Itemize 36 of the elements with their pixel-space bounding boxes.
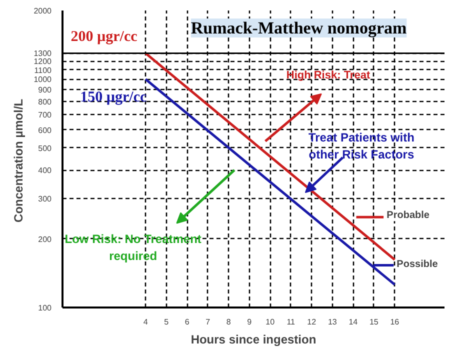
- legend-label: Probable: [386, 210, 430, 222]
- annotation: 200 µgr/cc: [70, 29, 138, 46]
- legend-label: Possible: [396, 259, 438, 270]
- y-tick-label: 200: [38, 234, 52, 244]
- x-tick-label: 4: [143, 318, 148, 326]
- x-axis-title: Hours since ingestion: [190, 332, 316, 346]
- y-tick-label: 1300: [34, 49, 52, 58]
- y-tick-label: 900: [38, 86, 52, 95]
- annotation: Treat Patients with other Risk Factors: [308, 130, 414, 162]
- x-tick-label: 14: [348, 318, 358, 326]
- x-tick-label: 13: [328, 318, 338, 326]
- y-tick-label: 300: [38, 194, 52, 204]
- y-axis-title: Concentration µmol/L: [12, 98, 26, 222]
- y-tick-label: 1100: [34, 66, 52, 75]
- x-tick-label: 9: [247, 318, 252, 326]
- y-tick-label: 2000: [34, 6, 52, 16]
- x-tick-label: 12: [307, 318, 317, 326]
- annotation: High Risk: Treat: [286, 69, 370, 82]
- y-tick-label: 100: [38, 304, 52, 312]
- y-tick-label: 500: [38, 144, 52, 153]
- y-tick-label: 1200: [34, 57, 52, 66]
- x-tick-label: 11: [286, 318, 296, 326]
- y-tick-label: 800: [38, 97, 52, 106]
- x-tick-label: 6: [184, 318, 190, 326]
- x-tick-label: 7: [206, 318, 211, 326]
- annotation: 150 µgr/cc: [80, 90, 147, 106]
- x-tick-label: 5: [164, 318, 170, 326]
- y-tick-label: 700: [38, 110, 52, 120]
- y-tick-label: 600: [38, 126, 52, 135]
- x-tick-label: 10: [266, 318, 276, 326]
- y-tick-label: 1000: [34, 75, 52, 84]
- text: Rumack-Matthew nomogram: [190, 18, 407, 38]
- y-tick-label: 400: [38, 166, 52, 176]
- x-tick-label: 15: [369, 318, 379, 326]
- x-tick-label: 8: [226, 318, 232, 326]
- x-tick-label: 16: [390, 318, 400, 326]
